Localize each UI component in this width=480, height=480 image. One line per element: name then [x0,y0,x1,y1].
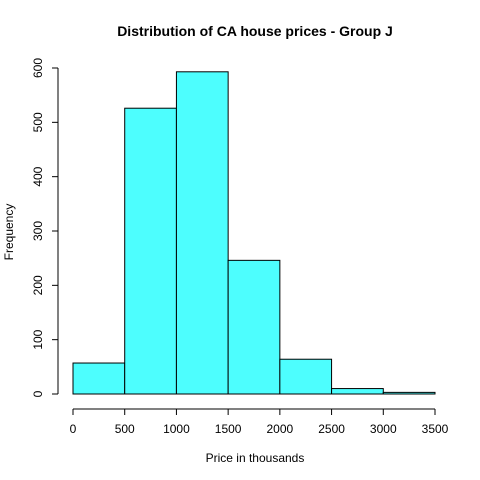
y-tick-label: 400 [31,166,45,186]
x-tick-label: 2500 [318,422,345,436]
histogram-bar-2 [125,108,177,394]
histogram-bar-1 [73,363,125,394]
y-tick-label: 200 [31,275,45,295]
y-axis-label: Frequency [2,204,16,261]
histogram-bar-3 [176,72,228,394]
x-tick-label: 3500 [422,422,449,436]
histogram-bar-5 [280,359,332,394]
x-tick-label: 500 [115,422,135,436]
x-tick-label: 2000 [267,422,294,436]
y-tick-label: 0 [31,390,45,397]
histogram-bar-7 [383,392,435,394]
chart-title: Distribution of CA house prices - Group … [117,23,393,39]
bars-group [73,72,435,394]
x-axis-ticks: 0 500 1000 1500 2000 2500 3000 3500 [70,409,449,436]
x-tick-label: 3000 [370,422,397,436]
y-tick-label: 500 [31,112,45,132]
y-axis-ticks: 0 100 200 300 400 500 600 [31,58,58,398]
x-axis-label: Price in thousands [206,451,305,465]
x-tick-label: 1000 [163,422,190,436]
y-tick-label: 300 [31,221,45,241]
x-tick-label: 1500 [215,422,242,436]
y-tick-label: 600 [31,58,45,78]
histogram-bar-4 [228,260,280,394]
y-tick-label: 100 [31,329,45,349]
histogram-bar-6 [332,389,384,394]
x-tick-label: 0 [70,422,77,436]
